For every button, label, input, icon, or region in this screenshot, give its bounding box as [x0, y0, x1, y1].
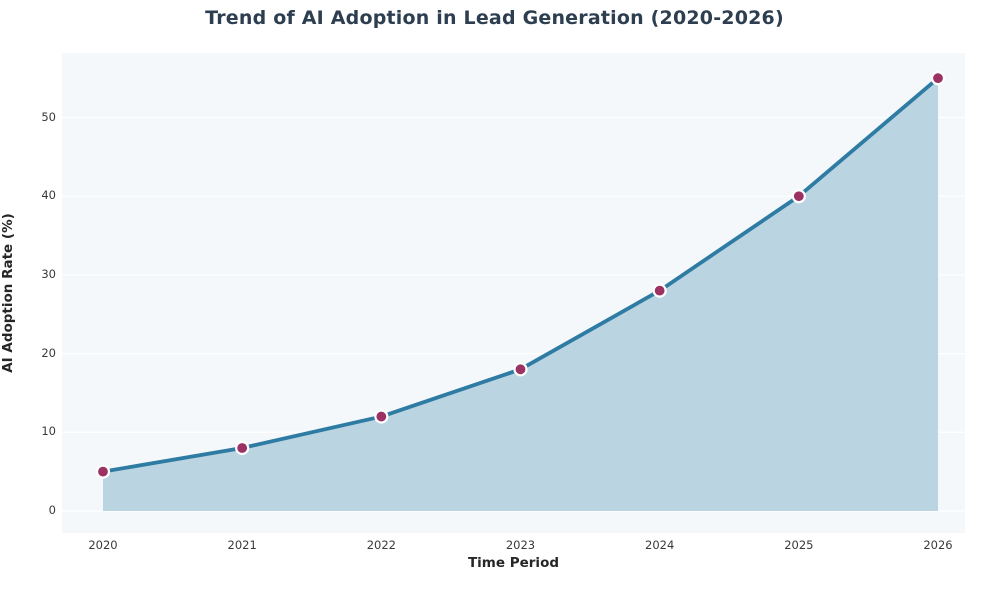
data-point-marker [930, 71, 946, 86]
x-axis-label: Time Period [467, 555, 560, 571]
x-tick-label: 2024 [645, 538, 675, 552]
data-point-marker [95, 464, 111, 479]
data-point-marker [791, 189, 806, 204]
x-tick-label: 2020 [88, 538, 118, 552]
chart-title: Trend of AI Adoption in Lead Generation … [205, 7, 784, 29]
y-tick-label: 30 [41, 266, 56, 281]
y-tick-label: 0 [48, 502, 56, 517]
x-tick-label: 2025 [784, 538, 814, 552]
x-tick-label: 2021 [227, 538, 257, 552]
data-point-marker [374, 409, 389, 424]
y-tick-label: 50 [41, 109, 56, 124]
data-point-marker [513, 362, 528, 377]
data-point-marker [235, 440, 250, 456]
y-tick-label: 40 [41, 188, 56, 203]
y-axis-label: AI Adoption Rate (%) [0, 213, 16, 373]
x-tick-label: 2023 [505, 538, 536, 552]
area-fill [103, 78, 938, 511]
y-tick-label: 20 [41, 345, 56, 360]
data-point-marker [652, 283, 667, 298]
x-tick-label: 2022 [366, 538, 396, 552]
x-tick-label: 2026 [923, 538, 953, 552]
y-tick-label: 10 [41, 424, 56, 439]
